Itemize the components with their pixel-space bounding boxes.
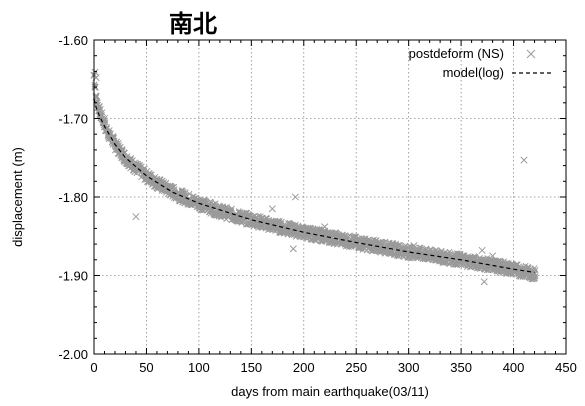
data-point: [91, 68, 99, 76]
data-point: [168, 183, 175, 190]
model-line: [93, 98, 535, 273]
data-point: [99, 109, 106, 116]
data-point: [216, 207, 224, 215]
data-point: [472, 253, 479, 260]
data-point: [478, 246, 486, 254]
data-point: [480, 278, 488, 286]
x-tick-label: 350: [450, 360, 472, 375]
data-point: [520, 268, 528, 276]
x-tick-label: 50: [139, 360, 153, 375]
y-tick-label: -1.80: [58, 190, 88, 205]
legend: postdeform (NS) model(log): [409, 46, 552, 80]
data-point: [458, 262, 465, 269]
data-point: [405, 248, 413, 256]
grid-lines: [94, 40, 566, 354]
y-tick-label: -1.90: [58, 269, 88, 284]
data-point: [384, 244, 392, 252]
data-point: [132, 164, 140, 172]
data-point: [489, 252, 497, 260]
legend-label-postdeform: postdeform (NS): [409, 46, 504, 61]
chart-title: 南北: [169, 10, 217, 38]
x-axis-label: days from main earthquake(03/11): [231, 384, 429, 399]
y-tick-label: -1.60: [58, 33, 88, 48]
data-point: [247, 216, 255, 224]
data-point: [115, 139, 122, 146]
x-tick-label: 250: [345, 360, 367, 375]
x-tick-label: 100: [188, 360, 210, 375]
axis-ticks: 0 50 100 150 200 250 300 350 400 450 -1.60 -1.70 -1.…: [58, 33, 576, 375]
y-axis-label: displacement (m): [10, 147, 25, 247]
x-tick-label: 400: [503, 360, 525, 375]
y-tick-label: -2.00: [58, 347, 88, 362]
data-point: [321, 232, 329, 240]
data-point: [426, 251, 434, 259]
legend-label-model: model(log): [443, 65, 504, 80]
data-point: [132, 213, 140, 221]
data-point: [410, 242, 418, 250]
data-point: [291, 193, 299, 201]
data-point: [180, 188, 187, 195]
data-point: [98, 114, 106, 123]
x-tick-label: 200: [293, 360, 315, 375]
data-point: [228, 205, 235, 212]
data-point: [163, 179, 170, 186]
data-point: [268, 205, 276, 213]
data-point: [300, 228, 308, 236]
data-point: [150, 178, 157, 185]
model-line-group: [93, 98, 535, 273]
data-point: [530, 270, 539, 278]
x-tick-label: 300: [398, 360, 420, 375]
x-tick-label: 0: [90, 360, 97, 375]
data-point: [100, 121, 109, 129]
y-tick-label: -1.70: [58, 112, 88, 127]
x-tick-label: 450: [555, 360, 577, 375]
x-tick-label: 150: [240, 360, 262, 375]
legend-marker-x: [526, 49, 536, 59]
data-point: [183, 192, 190, 199]
point-cloud: [91, 71, 539, 283]
data-point: [212, 200, 219, 207]
data-point: [174, 191, 182, 199]
data-point: [520, 156, 528, 164]
data-point: [321, 223, 329, 231]
data-point: [289, 245, 297, 253]
